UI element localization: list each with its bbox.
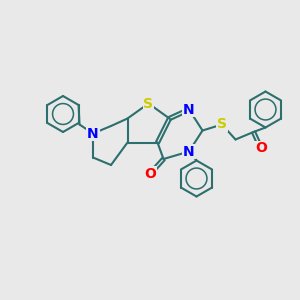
Text: N: N xyxy=(183,145,195,158)
Text: S: S xyxy=(143,97,154,110)
Text: O: O xyxy=(255,142,267,155)
Text: N: N xyxy=(183,103,195,116)
Text: O: O xyxy=(144,167,156,181)
Text: N: N xyxy=(87,127,99,140)
Text: S: S xyxy=(217,118,227,131)
